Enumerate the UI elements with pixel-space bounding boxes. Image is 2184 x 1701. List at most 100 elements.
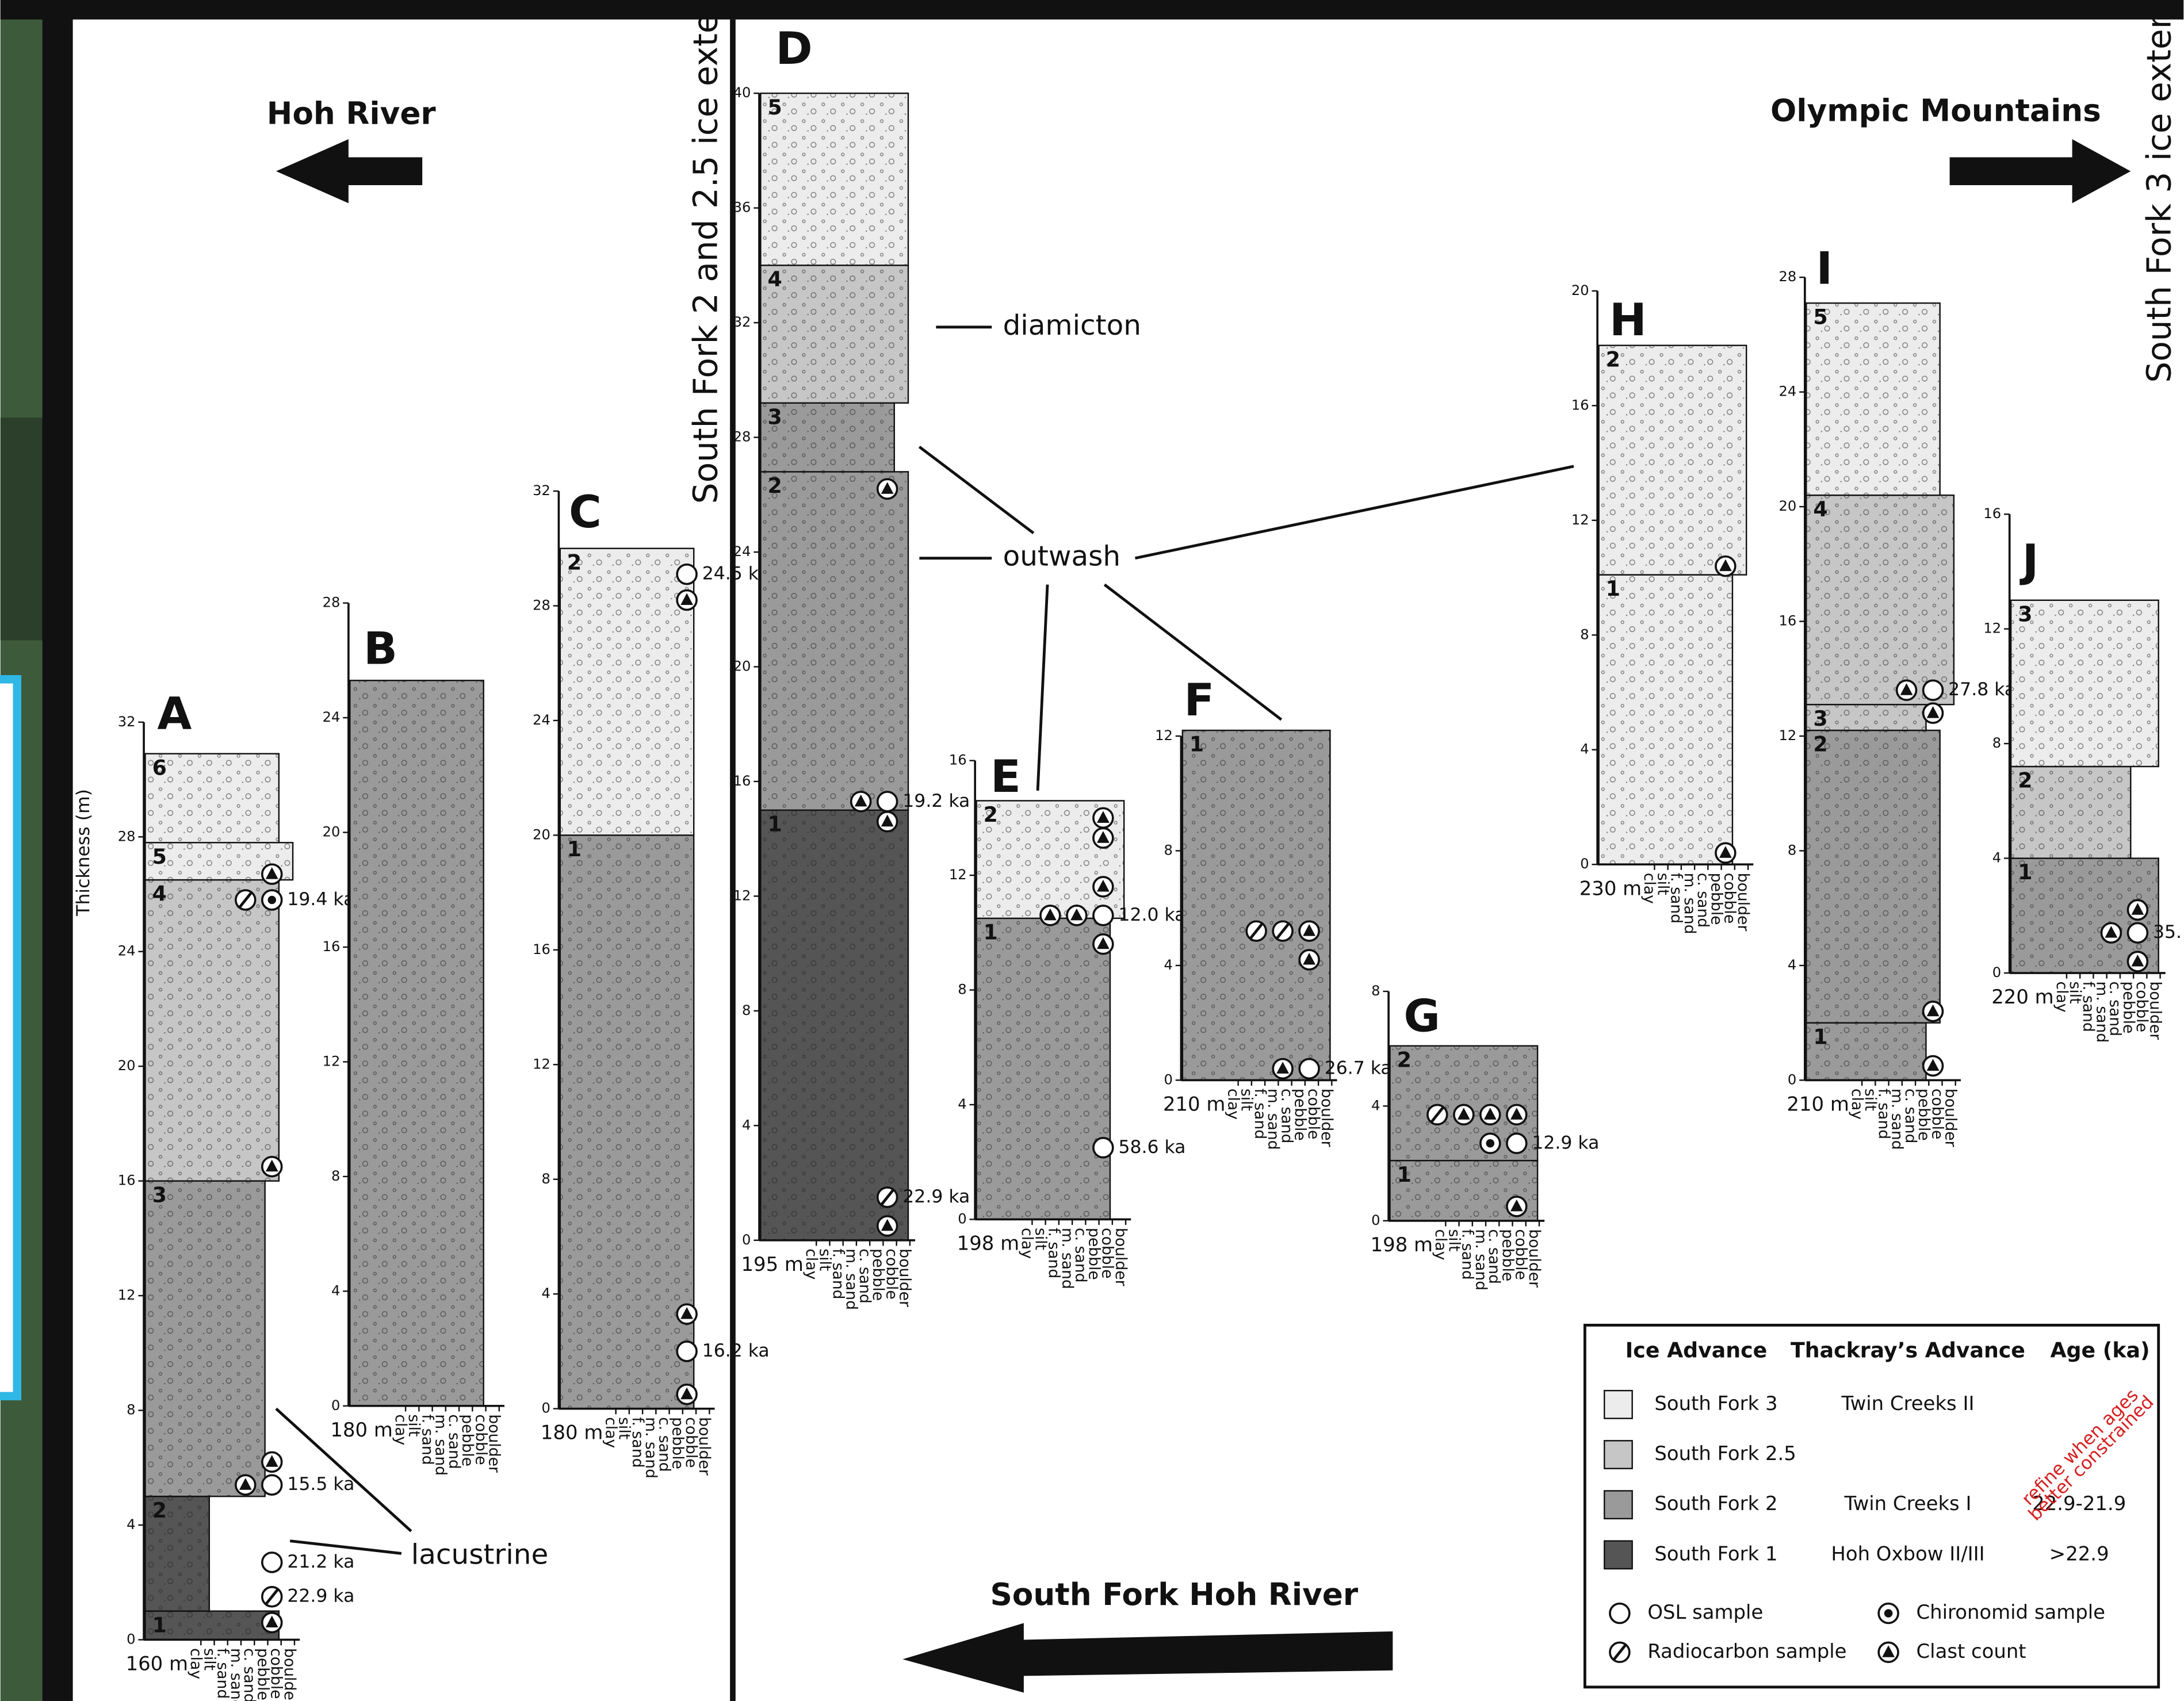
section-letter: J [2019, 535, 2039, 587]
sample-symbol [1299, 950, 1319, 970]
chironomid-dot [1486, 1139, 1495, 1148]
age-label: 26.7 ka [1325, 1058, 1392, 1078]
unit-label: 1 [567, 837, 582, 861]
tick-label: 32 [733, 314, 751, 330]
tick-label: 8 [958, 982, 966, 998]
tick-label: 20 [533, 826, 550, 842]
left-border [42, 0, 72, 1701]
sample-circle [1093, 906, 1113, 925]
grain-label: boulder [1525, 1229, 1543, 1288]
sample-symbol [262, 1452, 282, 1472]
unit-texture [760, 810, 908, 1240]
tick-label: 0 [1992, 964, 2001, 980]
tick-label: 12 [533, 1056, 550, 1072]
legend-advance: South Fork 2 [1654, 1492, 1777, 1515]
unit-label: 2 [567, 550, 582, 574]
section-letter: G [1403, 990, 1440, 1042]
section-letter: H [1609, 294, 1647, 346]
sample-symbol [236, 890, 255, 910]
legend-swatch [1604, 1541, 1632, 1569]
tick-label: 32 [533, 482, 550, 499]
legend-swatch [1604, 1390, 1632, 1418]
age-label: 22.9 ka [287, 1586, 354, 1607]
tick-label: 0 [127, 1631, 135, 1647]
sample-symbol [1093, 877, 1113, 897]
sample-symbol [878, 479, 897, 499]
sample-symbol [1041, 906, 1060, 925]
unit-texture [560, 835, 694, 1408]
age-label: 19.4 ka [287, 889, 354, 910]
sample-symbol [2128, 952, 2147, 971]
tick-label: 36 [733, 200, 751, 216]
sample-symbol [677, 1385, 697, 1404]
left-title: Hoh River [267, 96, 437, 132]
elevation: 210 m [1787, 1093, 1849, 1115]
unit-texture [977, 918, 1110, 1220]
tick-label: 0 [541, 1400, 550, 1416]
tick-label: 0 [1371, 1212, 1380, 1228]
tick-label: 8 [1788, 842, 1796, 858]
elevation: 160 m [126, 1653, 188, 1675]
unit-texture [1599, 346, 1747, 575]
tick-label: 8 [127, 1402, 135, 1418]
tick-label: 28 [733, 429, 751, 445]
grain-label: boulder [1318, 1089, 1336, 1147]
elevation: 195 m [741, 1253, 804, 1275]
sample-symbol [677, 591, 697, 610]
legend-symbol-label: Clast count [1917, 1640, 2026, 1662]
sample-symbol [262, 864, 282, 884]
unit-label: 1 [2018, 860, 2032, 884]
elevation: 230 m [1579, 877, 1642, 899]
elevation: 220 m [1991, 986, 2053, 1008]
age-label: 21.2 ka [287, 1551, 354, 1572]
tick-label: 4 [1580, 741, 1589, 757]
unit-texture [560, 549, 694, 836]
tick-label: 4 [1992, 850, 2001, 866]
figure: Hoh River Olympic Mountains South Fork H… [0, 0, 2184, 1701]
tick-label: 4 [1371, 1097, 1380, 1113]
unit-label: 2 [767, 473, 782, 498]
sample-circle [1923, 680, 1943, 700]
section-letter: B [364, 623, 397, 675]
sample-circle [262, 1553, 282, 1572]
unit-label: 6 [152, 755, 167, 780]
sample-symbol [878, 812, 897, 832]
age-label: 16.2 ka [702, 1340, 770, 1361]
unit-label: 4 [152, 882, 167, 906]
legend-advance: South Fork 3 [1654, 1392, 1777, 1415]
sample-circle [262, 1475, 282, 1495]
unit-texture [145, 880, 278, 1181]
unit-label: 4 [1813, 497, 1827, 522]
unit-texture [1806, 730, 1940, 1023]
tick-label: 4 [1788, 957, 1796, 973]
age-label: 58.6 ka [1118, 1137, 1185, 1158]
sample-symbol [1923, 1056, 1943, 1076]
sample-circle [1299, 1059, 1319, 1079]
annotation: lacustrine [411, 1538, 548, 1570]
sample-symbol [1507, 1105, 1527, 1124]
y-axis-label: Thickness (m) [73, 789, 94, 917]
tick-label: 0 [958, 1210, 966, 1227]
tick-label: 12 [323, 1053, 341, 1069]
unit-label: 2 [152, 1498, 167, 1523]
legend-swatch [1604, 1491, 1632, 1518]
sample-symbol [1716, 557, 1735, 576]
age-label: 35. [2153, 922, 2182, 943]
tick-label: 8 [1992, 735, 2001, 751]
tick-label: 0 [1580, 856, 1589, 872]
section-letter: C [569, 486, 602, 538]
tick-label: 8 [1371, 983, 1380, 999]
chironomid-dot [1884, 1609, 1893, 1618]
unit-label: 5 [767, 95, 782, 120]
unit-texture [1183, 730, 1330, 1080]
unit-texture [1806, 303, 1940, 495]
section-letter: D [775, 23, 812, 75]
legend-header: Thackray’s Advance [1791, 1338, 2025, 1362]
tick-label: 16 [533, 941, 550, 957]
section-letter: F [1184, 675, 1214, 726]
tick-label: 4 [331, 1282, 340, 1298]
unit-texture [2011, 600, 2159, 767]
tick-label: 8 [1580, 626, 1589, 642]
tick-label: 16 [949, 752, 967, 768]
annotation: outwash [1003, 541, 1120, 573]
